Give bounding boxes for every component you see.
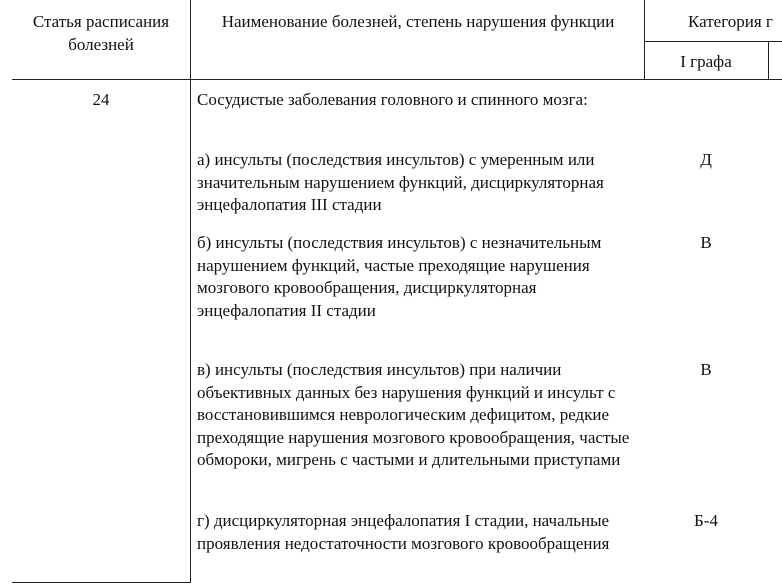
article-number: 24 xyxy=(92,90,110,109)
item-category: Б-4 xyxy=(694,511,718,530)
rule xyxy=(644,41,782,42)
item-text: б) инсульты (последствия инсультов) с не… xyxy=(197,233,602,320)
header-category: Категория г xyxy=(688,12,773,31)
header-disease: Наименование болезней, степень нарушения… xyxy=(221,12,615,31)
rule xyxy=(12,79,782,80)
rule xyxy=(12,582,190,583)
rule xyxy=(644,0,645,80)
item-category: В xyxy=(700,233,712,252)
item-category: Д xyxy=(700,150,712,169)
rule xyxy=(768,42,769,80)
intro: Сосудистые заболевания головного и спинн… xyxy=(197,90,588,109)
header-column: I графа xyxy=(680,52,732,71)
rule xyxy=(190,0,191,583)
item-text: в) инсульты (последствия инсультов) при … xyxy=(197,360,630,469)
header-article: Статья расписания болезней xyxy=(32,12,170,54)
item-text: а) инсульты (последствия инсультов) с ум… xyxy=(197,150,604,214)
item-text: г) дисциркуляторная энцефалопатия I стад… xyxy=(197,511,610,553)
item-category: В xyxy=(700,360,712,379)
